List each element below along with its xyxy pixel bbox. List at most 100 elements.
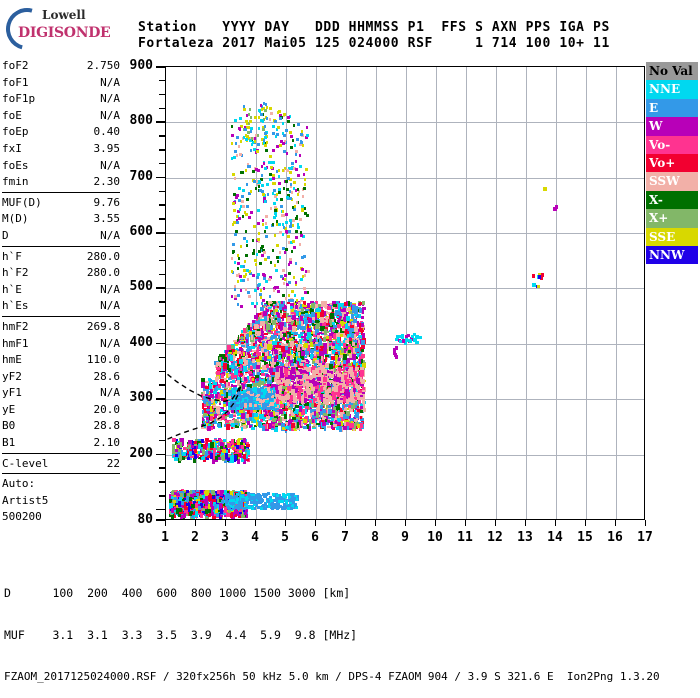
ionogram-echo-point bbox=[178, 441, 183, 448]
ionogram-echo-point bbox=[265, 498, 269, 502]
ionogram-echo-point bbox=[263, 356, 268, 362]
ionogram-echo-point bbox=[338, 426, 343, 432]
ionogram-echo-point bbox=[226, 448, 230, 454]
ionogram-echo-point bbox=[173, 492, 177, 496]
ionogram-echo-point bbox=[298, 426, 301, 432]
ionogram-echo-point bbox=[317, 418, 320, 421]
ionogram-echo-point bbox=[265, 425, 269, 431]
ionogram-echo-point bbox=[219, 442, 223, 447]
param-row-d: D N/A bbox=[2, 228, 120, 245]
ionogram-echo-point bbox=[187, 453, 192, 457]
gridline-vertical bbox=[556, 67, 557, 519]
param-value: 20.0 bbox=[93, 402, 121, 416]
ionogram-echo-point bbox=[206, 445, 210, 450]
ionogram-echo-point bbox=[266, 499, 270, 503]
ionogram-echo-point bbox=[178, 508, 182, 513]
ionogram-echo-point bbox=[315, 422, 321, 425]
ionogram-echo-point bbox=[324, 352, 328, 356]
ionogram-echo-point bbox=[216, 446, 220, 451]
ionogram-echo-point bbox=[190, 444, 194, 449]
ionogram-echo-point bbox=[188, 446, 192, 451]
ionogram-echo-point bbox=[236, 438, 241, 445]
ionogram-echo-point bbox=[229, 355, 233, 361]
ionogram-echo-point bbox=[245, 327, 248, 333]
ionogram-echo-point bbox=[216, 422, 222, 428]
ionogram-echo-point bbox=[213, 452, 217, 457]
ionogram-echo-point bbox=[236, 493, 240, 497]
ionogram-echo-point bbox=[192, 443, 196, 449]
ionogram-echo-point bbox=[237, 503, 241, 507]
ionogram-echo-point bbox=[172, 500, 176, 504]
ionogram-echo-point bbox=[196, 451, 201, 455]
param-value: 2.10 bbox=[93, 436, 121, 450]
ionogram-echo-point bbox=[182, 452, 186, 457]
ionogram-echo-point bbox=[229, 503, 233, 507]
gridline-horizontal bbox=[166, 233, 644, 235]
ionogram-echo-point bbox=[200, 378, 205, 382]
ionogram-echo-point bbox=[283, 322, 286, 327]
ionogram-echo-point bbox=[201, 507, 206, 512]
ionogram-echo-point bbox=[245, 424, 249, 428]
ionogram-echo-point bbox=[263, 495, 267, 499]
ionogram-echo-point bbox=[304, 423, 307, 426]
ionogram-echo-point bbox=[198, 441, 202, 443]
logo-digisonde-text: DIGISONDE bbox=[18, 25, 111, 41]
ionogram-echo-point bbox=[224, 458, 228, 464]
ionogram-echo-point bbox=[344, 302, 348, 307]
ionogram-echo-point bbox=[292, 500, 296, 504]
ionogram-echo-point bbox=[184, 507, 188, 511]
ionogram-echo-point bbox=[223, 451, 227, 457]
ionogram-echo-point bbox=[211, 490, 215, 496]
gridline-vertical bbox=[316, 67, 317, 519]
ionogram-echo-point bbox=[209, 379, 213, 382]
ionogram-echo-point bbox=[246, 455, 250, 458]
ionogram-echo-point bbox=[223, 445, 227, 451]
param-auto-line-1: Artist5 bbox=[2, 493, 49, 507]
ionogram-echo-point bbox=[190, 455, 194, 459]
ionogram-echo-point bbox=[293, 494, 297, 498]
ionogram-echo-point bbox=[345, 339, 349, 344]
param-value: 9.76 bbox=[93, 195, 121, 209]
ionogram-echo-point bbox=[230, 439, 234, 446]
ionogram-echo-point bbox=[227, 360, 230, 364]
ionogram-echo-point bbox=[353, 333, 356, 338]
param-auto-line-0: Auto: bbox=[2, 477, 36, 491]
ionogram-echo-point bbox=[267, 411, 270, 415]
param-divider bbox=[2, 315, 120, 317]
ionogram-echo-point bbox=[270, 343, 274, 349]
ionogram-echo-point bbox=[222, 411, 227, 414]
ionogram-echo-point bbox=[173, 497, 178, 503]
ionogram-echo-point bbox=[218, 442, 222, 446]
ionogram-echo-point bbox=[192, 446, 196, 451]
ionogram-echo-point bbox=[196, 495, 200, 498]
param-key: foF2 bbox=[2, 59, 29, 72]
ionogram-echo-point bbox=[214, 457, 218, 460]
ionogram-echo-point bbox=[183, 495, 187, 500]
ionogram-echo-point bbox=[246, 442, 250, 445]
ionogram-echo-point bbox=[239, 442, 243, 445]
ionogram-echo-point bbox=[232, 348, 236, 352]
param-value: N/A bbox=[100, 299, 120, 313]
ionogram-echo-point bbox=[197, 510, 201, 514]
ionogram-echo-point bbox=[283, 413, 288, 420]
ionogram-echo-point bbox=[244, 506, 248, 512]
ionogram-echo-point bbox=[326, 413, 330, 417]
ionogram-echo-point bbox=[258, 420, 262, 427]
ionogram-echo-point bbox=[347, 301, 350, 306]
ionogram-echo-point bbox=[228, 495, 232, 499]
ionogram-echo-point bbox=[181, 453, 185, 460]
ionogram-echo-point bbox=[183, 501, 187, 507]
ionogram-echo-point bbox=[261, 504, 265, 508]
ionogram-echo-point bbox=[208, 511, 212, 517]
ionogram-echo-point bbox=[234, 500, 238, 504]
ionogram-echo-point bbox=[186, 456, 190, 460]
ionogram-echo-point bbox=[253, 367, 256, 370]
ionogram-echo-point bbox=[361, 327, 364, 332]
ionogram-echo-point bbox=[288, 495, 292, 499]
ionogram-echo-point bbox=[244, 454, 248, 457]
ionogram-echo-point bbox=[224, 446, 229, 451]
ionogram-echo-point bbox=[362, 301, 366, 305]
param-key: yF1 bbox=[2, 386, 22, 400]
ionogram-echo-point bbox=[241, 492, 245, 495]
ionogram-plot-area[interactable] bbox=[165, 66, 645, 520]
